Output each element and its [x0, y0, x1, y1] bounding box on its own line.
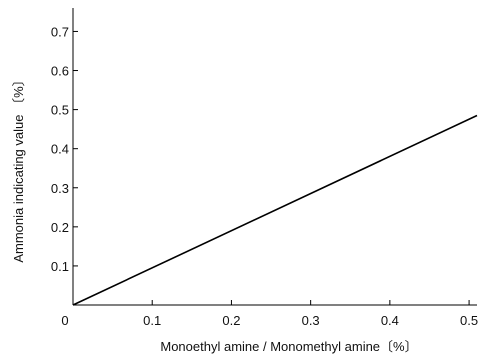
y-tick-label: 0.6: [51, 64, 69, 79]
y-axis-title: Ammonia indicating value 〔%〕: [11, 73, 26, 262]
y-tick-label: 0.7: [51, 24, 69, 39]
x-tick-label: 0: [61, 313, 68, 328]
axes: [72, 8, 477, 306]
x-tick-label: 0.3: [302, 313, 320, 328]
x-tick-label: 0.4: [381, 313, 399, 328]
y-tick-label: 0.3: [51, 181, 69, 196]
series-layer: [72, 114, 478, 306]
x-axis-title: Monoethyl amine / Monomethyl amine〔%〕: [160, 339, 417, 354]
x-tick-label: 0.1: [143, 313, 161, 328]
y-tick-label: 0.1: [51, 259, 69, 274]
y-tick-label: 0.2: [51, 220, 69, 235]
series-line: [72, 114, 478, 306]
x-tick-label: 0.5: [460, 313, 478, 328]
x-tick-label: 0.2: [222, 313, 240, 328]
tick-labels: 0 0.1 0.2 0.3 0.4 0.5 0.1 0.2 0.3 0.4 0.5 0.6 0.7: [51, 24, 478, 328]
y-tick-label: 0.4: [51, 142, 69, 157]
y-tick-label: 0.5: [51, 103, 69, 118]
